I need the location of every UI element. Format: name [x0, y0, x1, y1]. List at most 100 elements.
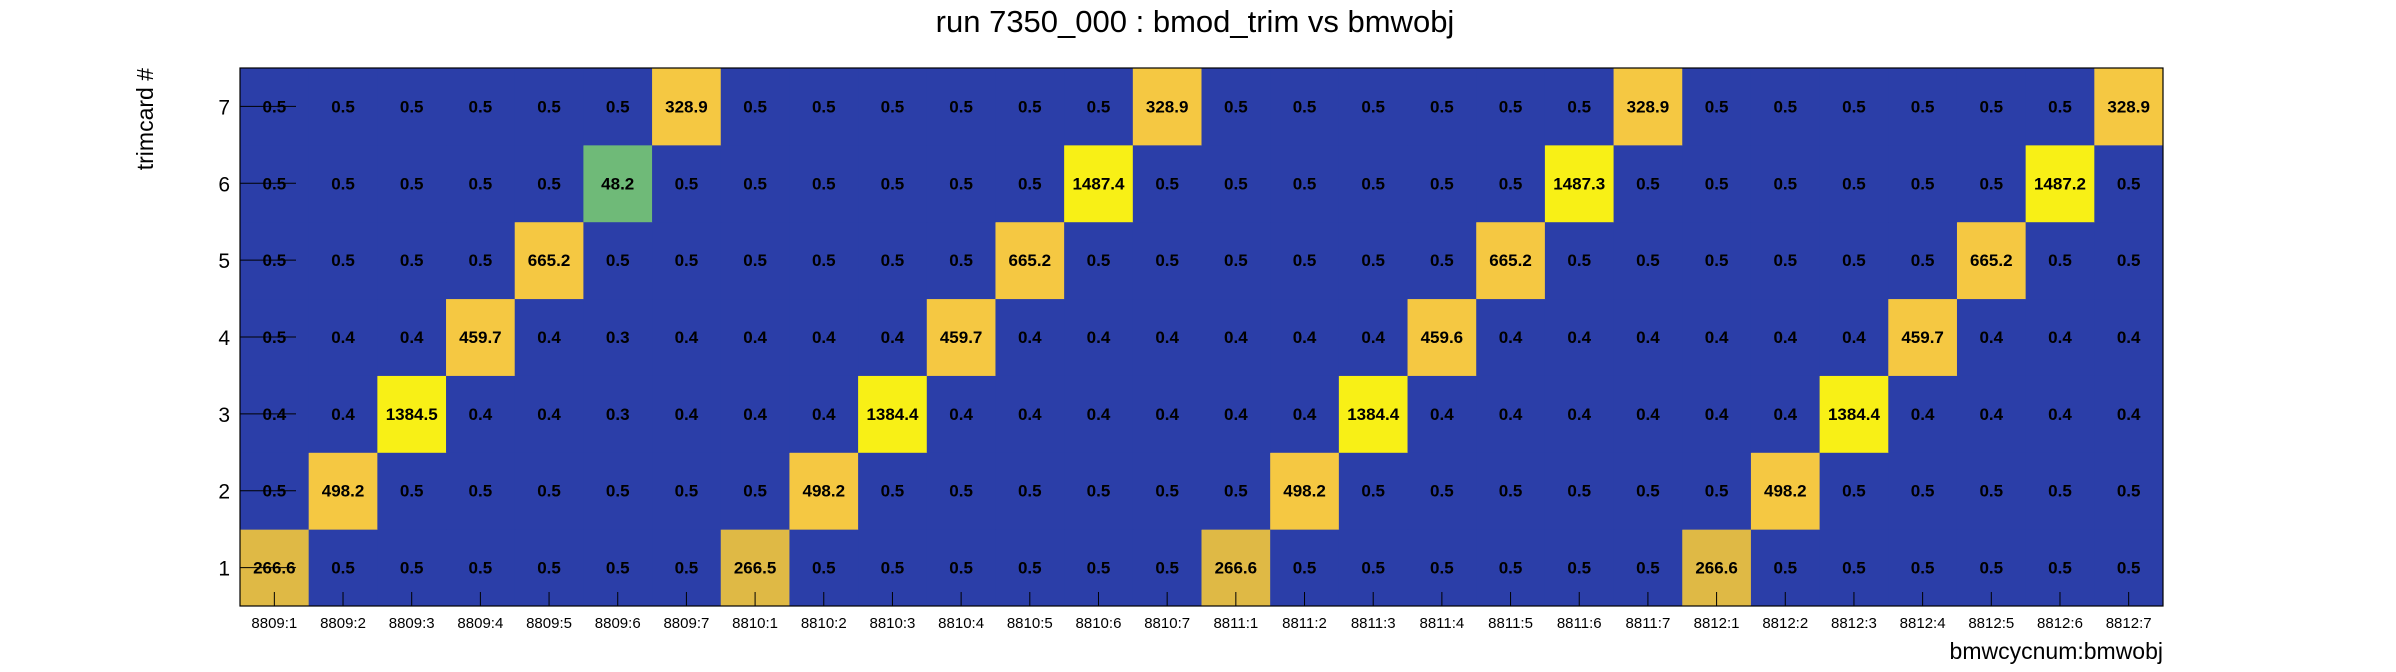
y-tick-label: 5 [218, 250, 230, 273]
cell-value-label: 266.6 [1215, 559, 1258, 578]
cell-value-label: 0.5 [1842, 174, 1866, 193]
cell-value-label: 0.4 [1155, 328, 1179, 347]
cell-value-label: 0.5 [1361, 559, 1385, 578]
x-tick-label: 8811:5 [1488, 615, 1533, 632]
cell-value-label: 0.5 [606, 251, 630, 270]
x-tick-label: 8811:7 [1626, 615, 1671, 632]
heatmap-cell [446, 375, 516, 453]
heatmap-cell [652, 375, 722, 453]
cell-value-label: 0.5 [743, 482, 767, 501]
cell-value-label: 0.5 [1842, 251, 1866, 270]
cell-value-label: 498.2 [1283, 482, 1326, 501]
heatmap-cell [1613, 144, 1683, 223]
heatmap-cell [1613, 68, 1683, 146]
cell-value-label: 0.5 [1911, 97, 1935, 116]
cell-value-label: 0.5 [1773, 559, 1797, 578]
cell-value-label: 0.5 [400, 559, 424, 578]
heatmap-cell [1064, 452, 1134, 530]
heatmap-cell [1750, 452, 1821, 530]
x-tick-label: 8810:3 [870, 615, 916, 632]
heatmap-cell [995, 452, 1065, 530]
heatmap-cell [1750, 221, 1821, 300]
cell-value-label: 0.5 [606, 559, 630, 578]
heatmap-cell [1132, 452, 1202, 530]
heatmap-cell [1201, 144, 1271, 223]
heatmap-cell [2025, 375, 2095, 453]
cell-value-label: 0.5 [1911, 559, 1935, 578]
heatmap-cell [1270, 298, 1340, 376]
heatmap-cell [1132, 221, 1202, 300]
cell-value-label: 0.5 [1705, 482, 1729, 501]
heatmap-cell [858, 221, 928, 300]
heatmap-cell [1544, 375, 1615, 453]
cell-value-label: 0.5 [743, 251, 767, 270]
heatmap-cell [1613, 221, 1683, 300]
cell-value-label: 0.5 [1224, 482, 1248, 501]
cell-value-label: 0.5 [1773, 174, 1797, 193]
heatmap-cell [1682, 375, 1752, 453]
cell-value-label: 0.5 [2048, 482, 2072, 501]
cell-value-label: 0.5 [675, 482, 699, 501]
heatmap-cell [720, 68, 790, 146]
heatmap-cell [1956, 375, 2027, 453]
cell-value-label: 0.4 [400, 328, 424, 347]
x-tick-label: 8812:2 [1762, 615, 1808, 632]
cell-value-label: 0.5 [1499, 174, 1523, 193]
cell-value-label: 0.3 [606, 405, 630, 424]
heatmap-cell [377, 452, 447, 530]
cell-value-label: 0.5 [1567, 559, 1591, 578]
cell-value-label: 0.4 [2117, 405, 2141, 424]
cell-value-label: 1487.3 [1553, 174, 1605, 193]
heatmap-cell [789, 68, 859, 146]
heatmap-cell [789, 221, 859, 300]
cell-value-label: 0.4 [675, 405, 699, 424]
x-tick-label: 8810:1 [732, 615, 778, 632]
x-tick-label: 8811:1 [1213, 615, 1258, 632]
cell-value-label: 1384.4 [1347, 405, 1400, 424]
heatmap-cell [1544, 221, 1615, 300]
heatmap-cell [926, 375, 996, 453]
cell-value-label: 459.7 [1901, 328, 1944, 347]
heatmap-cell [1338, 221, 1409, 300]
cell-value-label: 665.2 [1489, 251, 1532, 270]
cell-value-label: 0.5 [812, 174, 836, 193]
cell-value-label: 0.5 [1224, 97, 1248, 116]
cell-value-label: 0.4 [1224, 405, 1248, 424]
y-tick-label: 3 [218, 404, 230, 427]
cell-value-label: 0.4 [1018, 405, 1042, 424]
x-tick-label: 8810:2 [801, 615, 847, 632]
cell-value-label: 0.4 [812, 405, 836, 424]
heatmap-cell [514, 298, 584, 376]
y-tick-label: 7 [218, 96, 230, 119]
cell-value-label: 0.5 [1087, 251, 1111, 270]
cell-value-label: 0.4 [743, 328, 767, 347]
heatmap-cell [2094, 68, 2164, 146]
heatmap-cell [1682, 221, 1752, 300]
cell-value-label: 0.5 [1087, 559, 1111, 578]
cell-value-label: 0.5 [331, 174, 355, 193]
cell-value-label: 48.2 [601, 174, 634, 193]
heatmap-cell [308, 144, 378, 223]
cell-value-label: 0.5 [949, 482, 973, 501]
cell-value-label: 0.5 [1361, 97, 1385, 116]
heatmap-cell [1201, 375, 1271, 453]
heatmap-cell [1201, 221, 1271, 300]
heatmap-cell [1476, 298, 1546, 376]
cell-value-label: 0.4 [1293, 405, 1317, 424]
heatmap-cell [583, 375, 653, 453]
cell-value-label: 0.5 [1636, 251, 1660, 270]
heatmap-cell [1407, 375, 1477, 453]
x-tick-label: 8811:6 [1557, 615, 1602, 632]
heatmap-cell [377, 221, 447, 300]
cell-value-label: 0.4 [1499, 405, 1523, 424]
heatmap-cell [1270, 144, 1340, 223]
heatmap-cell [2025, 221, 2095, 300]
heatmap-cell [926, 221, 996, 300]
cell-value-label: 0.5 [400, 251, 424, 270]
cell-value-label: 0.5 [1705, 174, 1729, 193]
heatmap-cell [1064, 221, 1134, 300]
cell-value-label: 0.4 [812, 328, 836, 347]
cell-value-label: 0.4 [1361, 328, 1385, 347]
x-tick-label: 8812:1 [1694, 615, 1740, 632]
